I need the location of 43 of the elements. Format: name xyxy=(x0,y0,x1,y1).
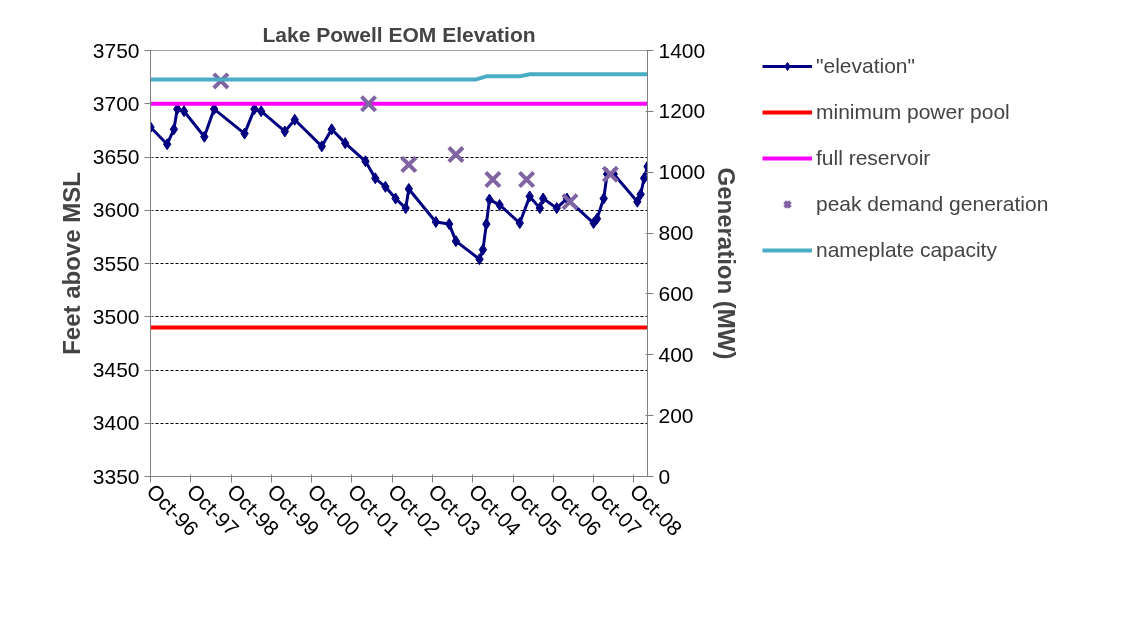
y2-tick-label: 1000 xyxy=(658,160,706,184)
point xyxy=(359,94,378,113)
point xyxy=(451,235,461,248)
chart-title: Lake Powell EOM Elevation xyxy=(262,22,536,46)
point xyxy=(446,145,465,164)
y2-tick-label: 800 xyxy=(658,221,694,245)
point xyxy=(399,155,418,174)
y2-tick-label: 400 xyxy=(658,342,694,366)
point xyxy=(483,170,502,189)
y2-axis-title: Generation (MW) xyxy=(713,167,741,360)
point xyxy=(535,202,545,215)
legend-label: "elevation" xyxy=(816,54,915,78)
y-tick-label: 3650 xyxy=(92,145,140,168)
y-tick-label: 3400 xyxy=(92,411,140,435)
point xyxy=(517,170,536,189)
y-tick-label: 3700 xyxy=(92,91,140,115)
point xyxy=(560,192,580,211)
y2-tick-label: 1200 xyxy=(658,99,706,123)
point xyxy=(592,212,602,225)
point xyxy=(280,125,290,138)
y-tick-label: 3450 xyxy=(92,358,140,381)
y-axis-title: Feet above MSL xyxy=(57,172,85,355)
y2-tick-label: 600 xyxy=(658,281,694,305)
point xyxy=(601,165,620,184)
y-tick-label: 3600 xyxy=(92,198,140,222)
legend-label: nameplate capacity xyxy=(816,238,997,262)
point xyxy=(431,215,441,228)
y-tick-label: 3550 xyxy=(92,251,140,275)
point xyxy=(256,105,266,118)
y2-tick-label: 200 xyxy=(658,403,694,427)
y-tick-label: 3750 xyxy=(92,38,140,62)
point xyxy=(478,243,488,256)
y-tick-label: 3350 xyxy=(92,464,140,488)
y2-tick-label: 0 xyxy=(658,464,671,488)
legend-label: minimum power pool xyxy=(816,100,1010,124)
point xyxy=(169,123,179,136)
y2-tick-label: 1400 xyxy=(658,38,706,62)
legend-label: peak demand generation xyxy=(816,192,1049,216)
point xyxy=(538,192,548,205)
y-tick-label: 3500 xyxy=(92,304,140,328)
point xyxy=(179,105,189,118)
point xyxy=(162,138,172,151)
legend-label: full reservoir xyxy=(816,146,931,170)
